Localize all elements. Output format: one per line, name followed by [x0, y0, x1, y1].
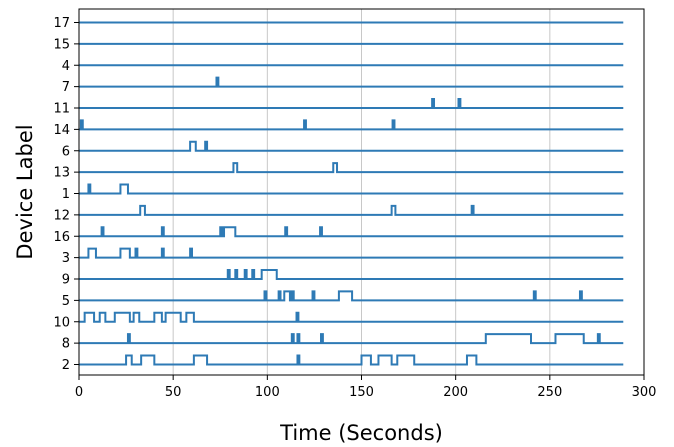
device-series-line-13 [79, 162, 624, 174]
device-series-line-2 [79, 354, 624, 366]
device-series-line-1 [79, 183, 624, 195]
device-series-line-10 [79, 311, 624, 323]
y-tick-label: 6 [62, 144, 70, 159]
device-series-line-3 [79, 247, 624, 259]
y-tick-label: 5 [62, 294, 70, 309]
y-tick-label: 15 [53, 37, 70, 52]
x-tick-label: 100 [255, 385, 280, 400]
y-tick-label: 9 [62, 273, 70, 288]
y-tick-label: 13 [53, 166, 70, 181]
y-tick-label: 2 [62, 358, 70, 373]
y-tick-label: 12 [53, 208, 70, 223]
y-tick-label: 10 [53, 315, 70, 330]
y-tick-label: 3 [62, 251, 70, 266]
x-axis-ticks: 0 50 100 150 200 250 300 [75, 375, 657, 400]
device-series-line-16 [79, 226, 624, 238]
y-tick-label: 11 [53, 102, 70, 117]
device-series-line-9 [79, 269, 624, 280]
device-series-line-7 [79, 76, 624, 88]
y-tick-label: 4 [62, 59, 70, 74]
device-series-line-6 [79, 140, 624, 152]
grid-lines [78, 9, 645, 375]
y-tick-label: 17 [53, 16, 70, 31]
x-tick-label: 150 [349, 385, 374, 400]
x-axis-label: Time (Seconds) [279, 421, 443, 445]
y-axis-label: Device Label [13, 124, 37, 259]
device-series [79, 21, 624, 366]
y-tick-label: 1 [62, 187, 70, 202]
y-axis-ticks: 17 15 4 7 11 14 6 13 1 12 16 3 9 5 10 8 2 [53, 16, 79, 373]
device-series-line-11 [79, 98, 624, 109]
x-tick-label: 50 [165, 385, 182, 400]
y-tick-label: 16 [53, 230, 70, 245]
y-tick-label: 8 [62, 337, 70, 352]
x-tick-label: 0 [75, 385, 83, 400]
device-series-line-8 [79, 333, 624, 345]
device-series-line-5 [79, 290, 624, 302]
y-tick-label: 14 [53, 123, 70, 138]
device-series-line-14 [79, 119, 624, 131]
x-tick-label: 300 [632, 385, 657, 400]
y-tick-label: 7 [62, 80, 70, 95]
x-tick-label: 250 [537, 385, 562, 400]
x-tick-label: 200 [443, 385, 468, 400]
device-series-line-12 [79, 204, 624, 216]
